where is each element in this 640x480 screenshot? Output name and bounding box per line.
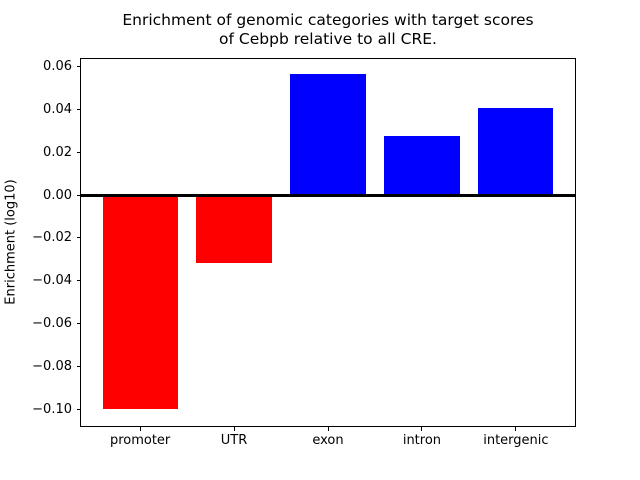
bar-exon bbox=[290, 74, 366, 196]
bar-intron bbox=[384, 135, 460, 196]
y-tick-mark bbox=[76, 151, 80, 153]
y-tick-mark bbox=[76, 194, 80, 196]
y-tick-label: −0.10 bbox=[32, 401, 72, 417]
y-tick-label: 0.02 bbox=[43, 144, 72, 160]
y-tick-mark bbox=[76, 366, 80, 368]
y-tick-label: 0.00 bbox=[43, 187, 72, 203]
chart-title-line-2: of Cebpb relative to all CRE. bbox=[219, 29, 437, 48]
y-tick-label: −0.08 bbox=[32, 359, 72, 375]
y-tick-mark bbox=[76, 280, 80, 282]
x-tick-label-intergenic: intergenic bbox=[483, 433, 549, 449]
bar-UTR bbox=[196, 195, 272, 263]
x-tick-mark bbox=[515, 427, 517, 431]
x-tick-mark bbox=[421, 427, 423, 431]
y-tick-label: −0.02 bbox=[32, 230, 72, 246]
y-tick-mark bbox=[76, 237, 80, 239]
y-tick-label: 0.04 bbox=[43, 101, 72, 117]
chart-title-line-1: Enrichment of genomic categories with ta… bbox=[122, 11, 534, 29]
y-tick-label: −0.06 bbox=[32, 316, 72, 332]
zero-baseline bbox=[80, 193, 576, 197]
bar-promoter bbox=[102, 195, 178, 410]
x-tick-label-exon: exon bbox=[312, 433, 344, 449]
y-tick-label: −0.04 bbox=[32, 273, 72, 289]
x-tick-mark bbox=[327, 427, 329, 431]
x-tick-mark bbox=[139, 427, 141, 431]
x-tick-label-intron: intron bbox=[402, 433, 442, 449]
y-tick-mark bbox=[76, 108, 80, 110]
y-tick-mark bbox=[76, 323, 80, 325]
bar-intergenic bbox=[478, 107, 554, 196]
x-tick-mark bbox=[233, 427, 235, 431]
x-tick-label-UTR: UTR bbox=[220, 433, 248, 449]
x-tick-label-promoter: promoter bbox=[109, 433, 171, 449]
y-tick-mark bbox=[76, 408, 80, 410]
y-tick-mark bbox=[76, 66, 80, 67]
y-tick-label: 0.06 bbox=[43, 59, 72, 74]
chart-title: Enrichment of genomic categories with ta… bbox=[80, 11, 576, 48]
